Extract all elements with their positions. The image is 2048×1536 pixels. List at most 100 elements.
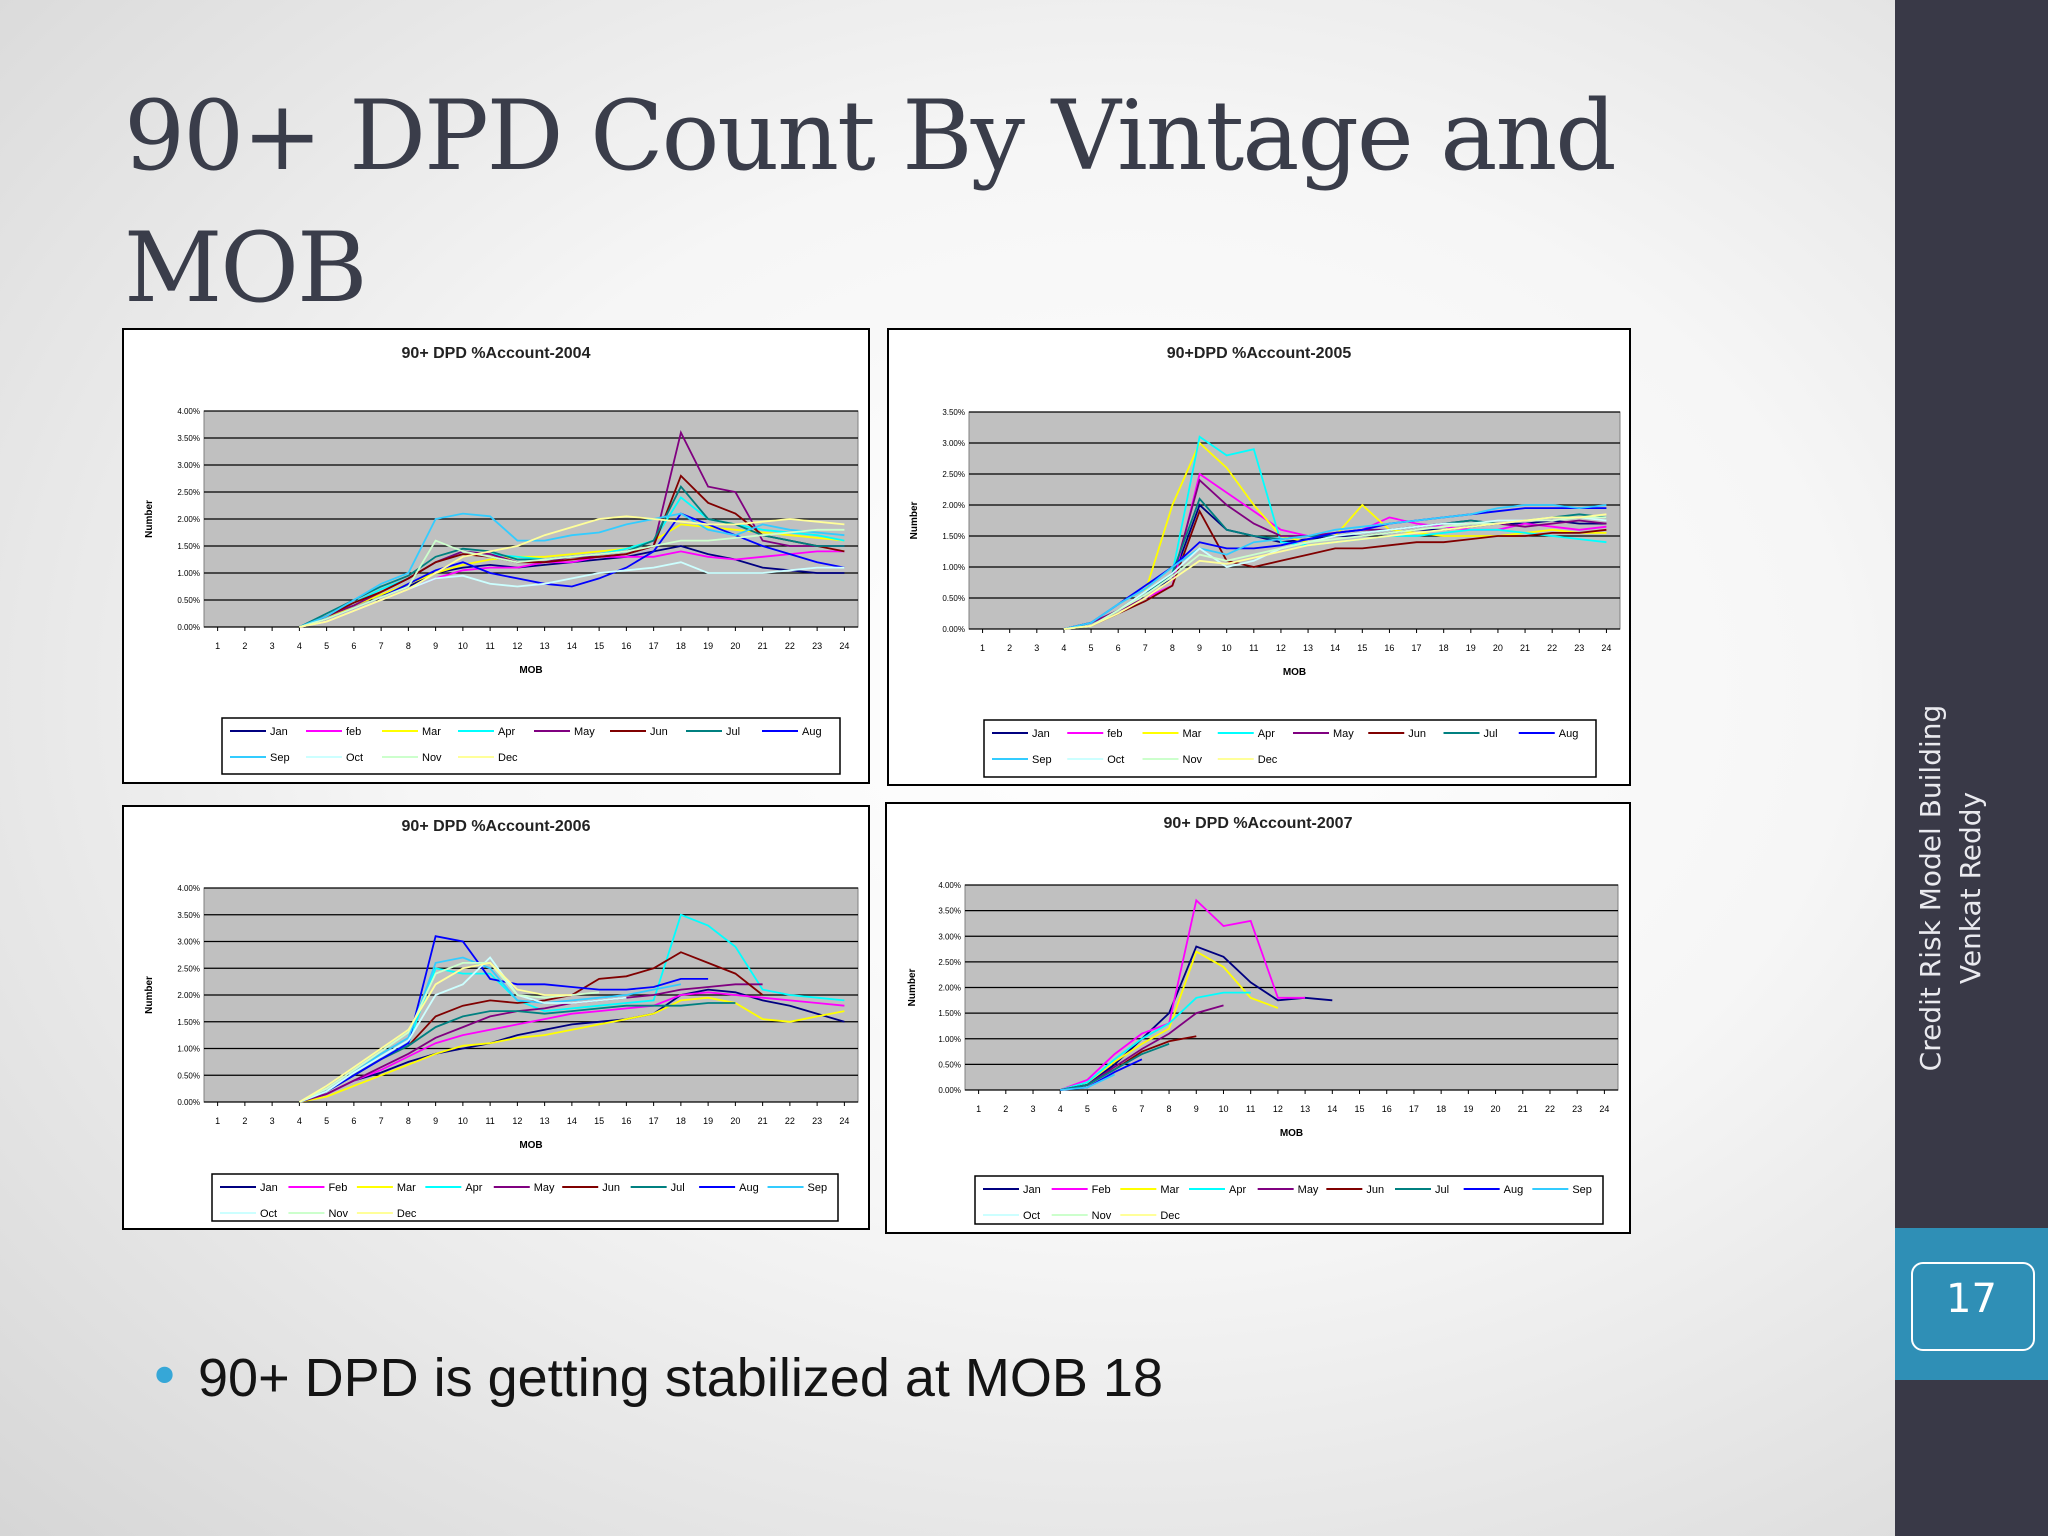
page-number-box: 17	[1895, 1228, 2048, 1380]
y-tick-label: 4.00%	[177, 884, 200, 893]
legend-box	[221, 717, 841, 775]
y-tick-label: 2.00%	[177, 515, 200, 524]
x-tick-label: 10	[458, 1116, 468, 1126]
chart-2005: 90+DPD %Account-2005 0.00% 0.50% 1.00% 1.50%…	[887, 328, 1631, 786]
x-tick-label: 5	[324, 1116, 329, 1126]
x-tick-label: 5	[1089, 643, 1094, 653]
legend-label: Sep	[808, 1182, 828, 1194]
x-tick-label: 24	[1599, 1104, 1609, 1114]
x-tick-label: 3	[1034, 643, 1039, 653]
x-tick-label: 16	[1384, 643, 1394, 653]
y-tick-label: 1.50%	[942, 532, 965, 541]
legend-label: Jul	[1435, 1184, 1449, 1196]
page-number-frame	[1911, 1262, 2035, 1351]
y-tick-label: 0.50%	[177, 596, 200, 605]
x-tick-label: 1	[976, 1104, 981, 1114]
legend-label: Nov	[328, 1208, 348, 1220]
series-line-feb	[1059, 898, 1306, 1091]
series-line-dec	[1063, 513, 1607, 630]
x-tick-label: 24	[1601, 643, 1611, 653]
y-tick-label: 0.00%	[938, 1086, 961, 1095]
y-tick-label: 0.50%	[942, 594, 965, 603]
y-tick-label: 2.50%	[942, 470, 965, 479]
x-tick-label: 4	[297, 1116, 302, 1126]
legend-label: Aug	[1504, 1184, 1524, 1196]
x-tick-label: 10	[1222, 643, 1232, 653]
legend-label: Apr	[465, 1182, 482, 1194]
y-tick-label: 2.00%	[177, 991, 200, 1000]
x-tick-label: 24	[839, 641, 849, 651]
legend-label: Aug	[802, 726, 822, 738]
y-tick-label: 0.00%	[942, 625, 965, 634]
x-tick-label: 9	[1194, 1104, 1199, 1114]
y-tick-label: 0.50%	[938, 1060, 961, 1069]
x-tick-label: 10	[458, 641, 468, 651]
legend-label: Mar	[1160, 1184, 1179, 1196]
x-tick-label: 15	[594, 641, 604, 651]
y-tick-label: 1.50%	[938, 1009, 961, 1018]
x-tick-label: 19	[703, 641, 713, 651]
x-tick-label: 8	[1167, 1104, 1172, 1114]
series-line-sep	[1060, 1073, 1115, 1091]
x-tick-label: 6	[351, 641, 356, 651]
legend-label: feb	[346, 726, 361, 738]
x-tick-label: 11	[485, 1116, 494, 1126]
chart-2006: 90+ DPD %Account-2006 0.00% 0.50% 1.00% 1.50…	[122, 805, 870, 1230]
legend-label: May	[574, 726, 595, 738]
x-tick-label: 17	[649, 641, 659, 651]
x-tick-label: 8	[406, 641, 411, 651]
x-tick-label: 16	[621, 641, 631, 651]
y-tick-label: 1.00%	[938, 1035, 961, 1044]
series-line-jun	[1063, 509, 1607, 630]
x-tick-label: 17	[1412, 643, 1422, 653]
series-line-sep	[1063, 504, 1607, 630]
legend-label: Jul	[671, 1182, 685, 1194]
sidebar-line-1: Credit Risk Model Building	[1914, 704, 1947, 1072]
series-line-nov	[299, 962, 600, 1103]
legend-label: Nov	[1092, 1210, 1112, 1222]
y-tick-label: 3.50%	[177, 911, 200, 920]
x-tick-label: 16	[621, 1116, 631, 1126]
x-tick-label: 8	[1170, 643, 1175, 653]
x-tick-label: 18	[1439, 643, 1449, 653]
x-tick-label: 21	[758, 641, 768, 651]
sidebar-footer-text: Credit Risk Model Building Venkat Reddy	[1911, 628, 2031, 1148]
x-tick-label: 21	[1520, 643, 1530, 653]
legend-label: Dec	[1258, 754, 1278, 766]
y-tick-label: 0.00%	[177, 623, 200, 632]
legend-label: Oct	[1023, 1210, 1040, 1222]
bullet-marker: •	[148, 1345, 182, 1410]
legend-label: Aug	[739, 1182, 759, 1194]
chart-title: 90+ DPD %Account-2006	[402, 818, 591, 835]
x-tick-label: 23	[812, 1116, 822, 1126]
x-tick-label: 4	[1061, 643, 1066, 653]
y-tick-label: 1.00%	[177, 569, 200, 578]
series-line-aug	[1063, 507, 1607, 630]
series-line-oct	[1063, 516, 1607, 630]
legend-label: Mar	[422, 726, 441, 738]
legend-label: Dec	[498, 752, 518, 764]
x-tick-label: 4	[1058, 1104, 1063, 1114]
legend-box	[983, 719, 1597, 778]
x-tick-label: 9	[433, 1116, 438, 1126]
x-tick-label: 24	[839, 1116, 849, 1126]
x-tick-label: 1	[215, 641, 220, 651]
series-line-dec	[298, 961, 572, 1103]
y-tick-label: 2.00%	[938, 984, 961, 993]
chart-2006-svg: 90+ DPD %Account-2006 0.00% 0.50% 1.00% 1.50…	[122, 805, 870, 1230]
y-tick-label: 4.00%	[938, 881, 961, 890]
legend-label: Oct	[1107, 754, 1124, 766]
x-tick-label: 12	[512, 641, 522, 651]
x-tick-label: 7	[379, 1116, 384, 1126]
x-axis-label: MOB	[519, 1140, 542, 1151]
x-tick-label: 19	[1466, 643, 1476, 653]
x-tick-label: 2	[242, 1116, 247, 1126]
chart-2005-svg: 90+DPD %Account-2005 0.00% 0.50% 1.00% 1.50%…	[887, 328, 1631, 786]
chart-2004: 90+ DPD %Account-2004 0.00% 0.50% 1.00% 1.50…	[122, 328, 870, 784]
x-tick-label: 7	[379, 641, 384, 651]
y-tick-label: 0.50%	[177, 1071, 200, 1080]
x-tick-label: 3	[1031, 1104, 1036, 1114]
legend-label: Feb	[328, 1182, 347, 1194]
x-tick-label: 20	[730, 641, 740, 651]
sidebar-line-2: Venkat Reddy	[1954, 791, 1987, 985]
